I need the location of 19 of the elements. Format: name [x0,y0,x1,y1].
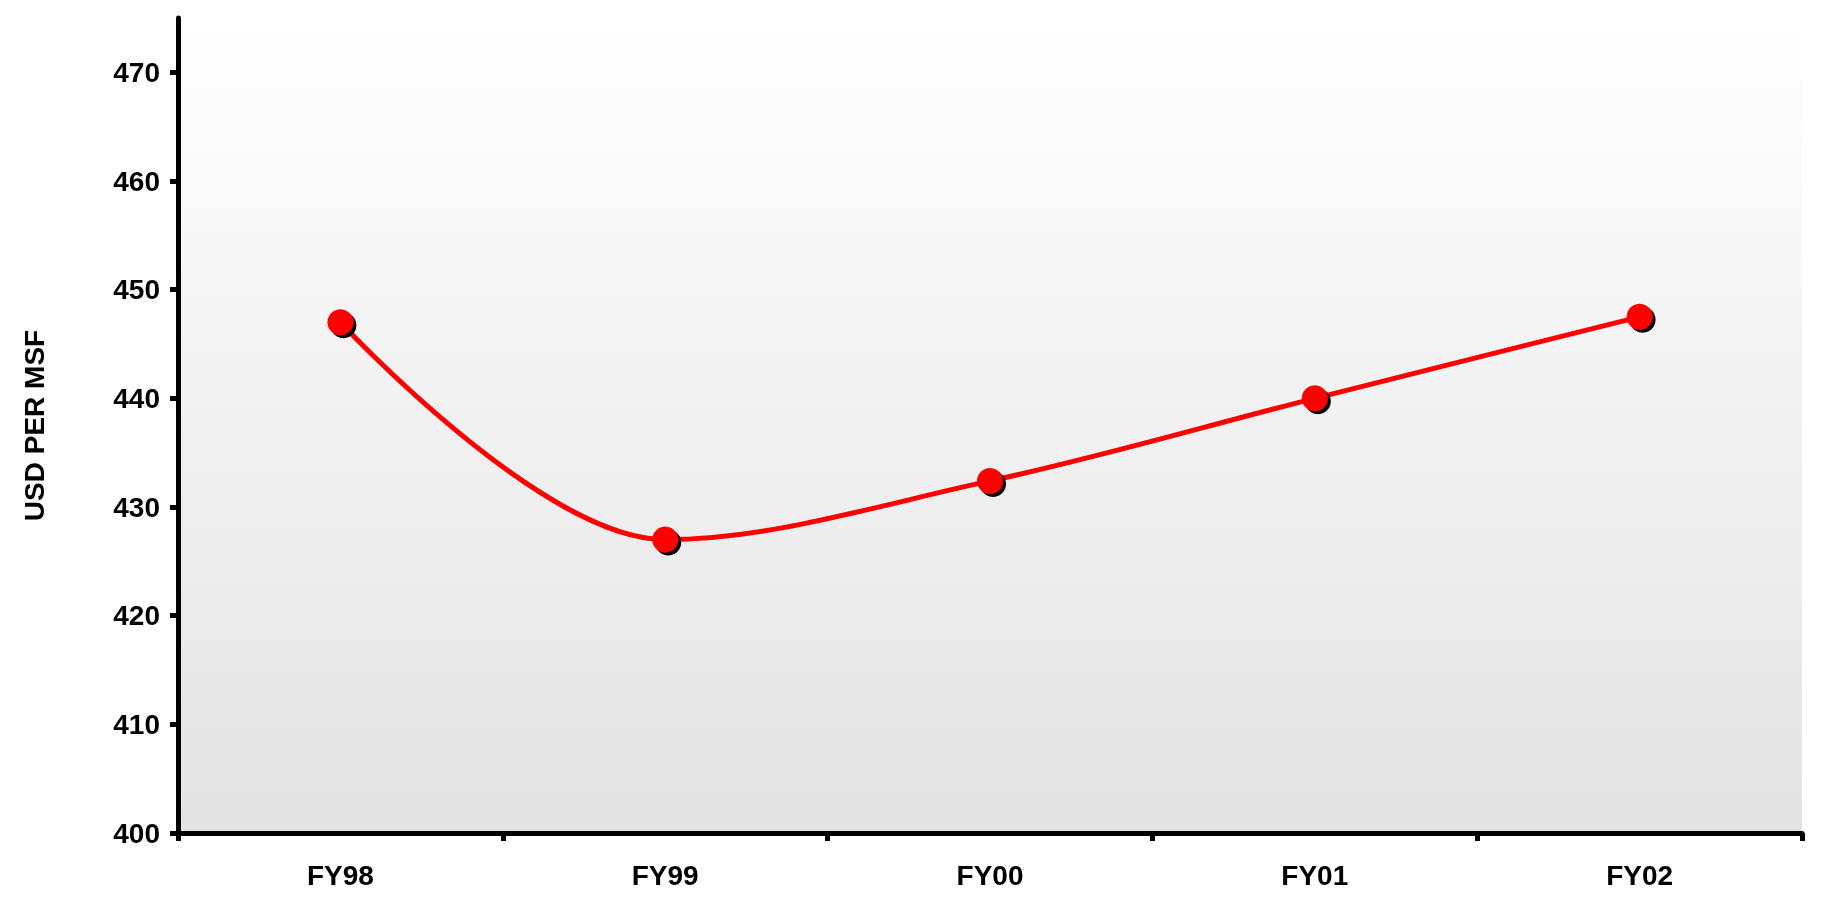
y-tick-label: 430 [113,491,160,523]
x-tick-label: FY00 [956,859,1024,891]
y-tick-label: 440 [113,382,160,414]
y-tick-label: 470 [113,56,160,88]
x-tick-label: FY98 [306,859,374,891]
y-tick-label: 460 [113,165,160,197]
point [327,309,354,336]
point [652,526,679,553]
y-tick-label: 420 [113,600,160,632]
point [1626,303,1653,330]
y-axis-title: USD PER MSF [18,329,50,522]
point [1301,385,1328,412]
y-tick-label: 410 [113,708,160,740]
y-tick-label: 400 [113,817,160,849]
x-tick-label: FY99 [631,859,699,891]
x-tick-label: FY01 [1281,859,1349,891]
point [977,467,1003,494]
y-tick-label: 450 [113,274,160,306]
x-tick-label: FY02 [1606,859,1674,891]
